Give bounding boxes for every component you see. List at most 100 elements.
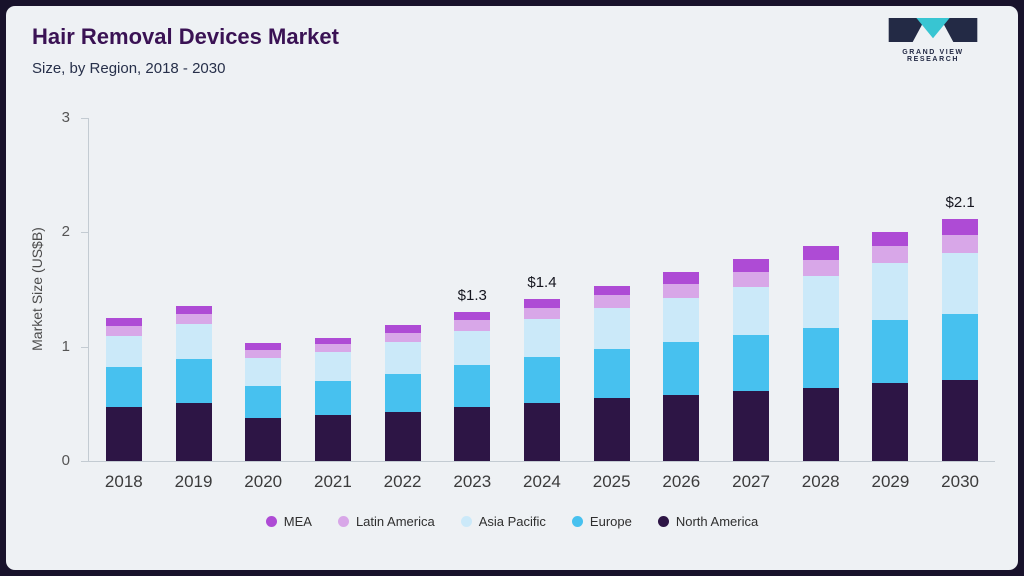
segment-europe: [314, 381, 351, 416]
y-axis-title: Market Size (US$B): [29, 227, 45, 351]
y-tick-label-1: 1: [61, 337, 70, 355]
segment-mea: [175, 305, 212, 314]
segment-latin-america: [523, 307, 560, 320]
segment-north-america: [942, 379, 979, 461]
segment-asia-pacific: [942, 252, 979, 314]
segment-europe: [384, 374, 421, 412]
legend-label-latin-america: Latin America: [355, 514, 435, 529]
segment-asia-pacific: [384, 342, 421, 375]
segment-north-america: [872, 383, 909, 461]
legend-item-latin-america: Latin America: [337, 514, 435, 529]
legend-label-mea: MEA: [283, 514, 312, 529]
legend-label-asia-pacific: Asia Pacific: [478, 514, 546, 529]
y-tick-mark: [81, 346, 88, 348]
x-tick-label-2020: 2020: [244, 472, 283, 491]
segment-asia-pacific: [593, 307, 630, 349]
segment-north-america: [733, 391, 770, 461]
segment-latin-america: [175, 313, 212, 324]
segment-asia-pacific: [523, 319, 560, 358]
bar-group-2023: $1.3 2023: [438, 118, 507, 491]
segment-north-america: [314, 415, 351, 461]
segment-mea: [663, 272, 700, 284]
segment-latin-america: [663, 283, 700, 298]
gvr-logo-text: GRAND VIEW RESEARCH: [902, 49, 964, 63]
bar-group-2019: 2019: [159, 118, 228, 491]
x-tick-label-2025: 2025: [592, 472, 631, 491]
segment-asia-pacific: [314, 352, 351, 382]
segment-asia-pacific: [105, 336, 142, 368]
x-tick-label-2024: 2024: [523, 472, 561, 491]
segment-europe: [663, 342, 700, 395]
plot-area: 2018 2019 2020 2021 2022 $1.3 2023 $1.4 2024 2025…: [88, 118, 995, 491]
segment-mea: [314, 337, 351, 345]
segment-mea: [105, 318, 142, 327]
segment-asia-pacific: [872, 263, 909, 321]
chart-card: Hair Removal Devices Market Size, by Reg…: [6, 6, 1018, 570]
legend-item-asia-pacific: Asia Pacific: [460, 514, 546, 529]
segment-north-america: [802, 387, 839, 461]
legend-dot-latin-america: [337, 516, 349, 527]
bar-annotation-2030: $2.1: [945, 193, 975, 211]
bar-group-2030: $2.1 2030: [926, 118, 995, 491]
legend-dot-north-america: [657, 516, 669, 527]
segment-europe: [733, 335, 770, 392]
segment-north-america: [384, 411, 421, 461]
segment-north-america: [245, 417, 282, 461]
bar-group-2024: $1.4 2024: [507, 118, 576, 491]
legend-label-north-america: North America: [675, 514, 759, 529]
chart-legend: MEA Latin America Asia Pacific Europe North …: [6, 514, 1018, 529]
bar-group-2029: 2029: [856, 118, 925, 491]
segment-mea: [384, 325, 421, 334]
segment-north-america: [663, 394, 700, 461]
x-tick-label-2030: 2030: [941, 472, 980, 491]
y-tick-label-3: 3: [61, 109, 70, 126]
legend-dot-europe: [571, 516, 583, 527]
segment-europe: [175, 359, 212, 403]
legend-dot-mea: [265, 516, 277, 527]
segment-latin-america: [314, 344, 351, 353]
stacked-bar-2023: [454, 312, 491, 461]
stacked-bar-2018: [105, 318, 142, 461]
bar-annotation-2023: $1.3: [457, 287, 487, 305]
segment-latin-america: [454, 320, 491, 331]
page-title: Hair Removal Devices Market: [32, 24, 339, 49]
segment-north-america: [593, 398, 630, 461]
segment-europe: [245, 385, 282, 418]
stacked-bar-2026: [663, 272, 700, 461]
stacked-bar-2028: [802, 246, 839, 461]
segment-latin-america: [942, 234, 979, 253]
bar-group-2026: 2026: [647, 118, 716, 491]
bar-group-2021: 2021: [298, 118, 367, 491]
segment-latin-america: [105, 326, 142, 337]
segment-asia-pacific: [802, 275, 839, 329]
segment-mea: [733, 258, 770, 273]
bar-group-2028: 2028: [786, 118, 855, 491]
bar-group-2022: 2022: [368, 118, 437, 491]
gvr-logo-mark: [888, 18, 978, 42]
stacked-bar-2030: [942, 218, 979, 461]
segment-asia-pacific: [733, 287, 770, 336]
segment-europe: [872, 320, 909, 384]
bar-group-2025: 2025: [577, 118, 646, 491]
x-tick-label-2026: 2026: [662, 472, 701, 491]
y-tick-label-0: 0: [61, 452, 70, 469]
bar-group-2020: 2020: [229, 118, 298, 491]
segment-europe: [105, 367, 142, 408]
segment-asia-pacific: [454, 330, 491, 366]
segment-mea: [872, 232, 909, 247]
legend-dot-asia-pacific: [460, 516, 472, 527]
segment-europe: [802, 328, 839, 388]
stacked-bar-2029: [872, 232, 909, 461]
y-tick-mark: [81, 232, 88, 234]
x-tick-label-2028: 2028: [801, 472, 840, 491]
segment-asia-pacific: [175, 323, 212, 360]
segment-latin-america: [802, 259, 839, 276]
segment-europe: [523, 357, 560, 403]
legend-item-north-america: North America: [657, 514, 759, 529]
bar-group-2018: 2018: [89, 118, 158, 491]
bar-annotation-2024: $1.4: [527, 273, 557, 291]
stacked-bar-2022: [384, 325, 421, 461]
x-tick-label-2019: 2019: [174, 472, 213, 491]
stacked-bar-2024: [523, 298, 560, 461]
segment-north-america: [523, 402, 560, 461]
